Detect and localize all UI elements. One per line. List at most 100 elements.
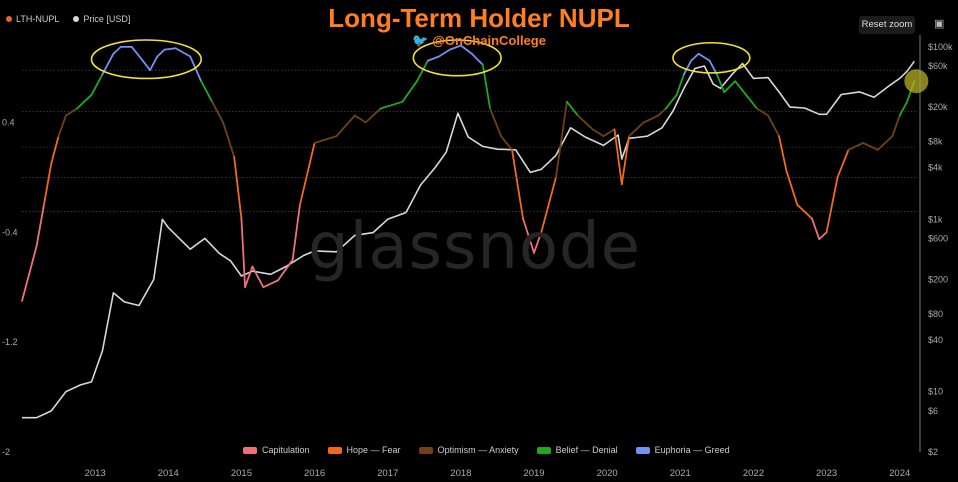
nupl-segment-62 <box>690 52 700 62</box>
nupl-segment-34 <box>379 100 404 110</box>
right-tick-label-8: $80 <box>928 309 943 319</box>
reset-zoom-button[interactable]: Reset zoom <box>859 16 915 34</box>
nupl-segment-10 <box>112 45 122 55</box>
nupl-segment-56 <box>628 121 645 138</box>
legend-label-capitulation: Capitulation <box>262 445 310 455</box>
price-legend-dot <box>73 16 80 22</box>
x-tick-label-2021: 2021 <box>670 468 691 479</box>
nupl-segment-38 <box>438 48 451 58</box>
right-tick-label-9: $40 <box>928 335 943 345</box>
nupl-segment-37 <box>427 55 440 62</box>
x-tick-label-2015: 2015 <box>231 468 252 479</box>
legend-bottom: Capitulation Hope — Fear Optimism — Anxi… <box>243 445 730 455</box>
nupl-segment-17 <box>174 47 192 58</box>
twitter-icon: 🐦 <box>412 33 429 48</box>
x-tick-label-2016: 2016 <box>304 468 325 479</box>
nupl-segment-63 <box>697 52 711 62</box>
nupl-segment-70 <box>767 114 780 138</box>
nupl-segment-71 <box>778 135 788 172</box>
nupl-segment-20 <box>211 100 225 124</box>
left-tick-label-0: 0.4 <box>2 117 15 127</box>
right-tick-label-6: $600 <box>928 233 948 243</box>
highlight-ellipse-0 <box>90 39 202 80</box>
legend-item-capitulation[interactable]: Capitulation <box>243 445 310 455</box>
x-tick-label-2013: 2013 <box>85 468 106 479</box>
left-tick-label-2: -1.2 <box>2 337 18 347</box>
legend-item-price[interactable]: Price [USD] <box>73 14 130 24</box>
right-tick-label-1: $60k <box>928 61 948 71</box>
right-tick-label-7: $200 <box>928 275 948 285</box>
nupl-segment-30 <box>313 135 338 144</box>
nupl-segment-19 <box>200 80 214 103</box>
left-tick-label-3: -2 <box>2 447 10 457</box>
right-tick-label-3: $8k <box>928 136 943 146</box>
nupl-segment-35 <box>401 80 418 103</box>
legend-item-belief-denial[interactable]: Belief — Denial <box>536 445 618 455</box>
nupl-segment-33 <box>364 107 382 124</box>
nupl-segment-78 <box>847 142 865 151</box>
highlight-ellipse-1 <box>412 39 502 77</box>
euphoria-greed-swatch <box>635 446 650 454</box>
legend-top: LTH-NUPL Price [USD] <box>6 14 130 24</box>
x-tick-label-2017: 2017 <box>377 468 398 479</box>
optimism-anxiety-swatch <box>418 446 433 454</box>
x-tick-label-2014: 2014 <box>158 468 179 479</box>
nupl-segment-45 <box>511 148 524 220</box>
nupl-segment-14 <box>149 55 159 72</box>
nupl-segment-27 <box>277 258 294 282</box>
legend-label-euphoria-greed: Euphoria — Greed <box>654 445 730 455</box>
nupl-segment-12 <box>130 45 144 62</box>
nupl-segment-65 <box>715 73 726 94</box>
nupl-segment-29 <box>299 142 316 206</box>
nupl-segment-72 <box>785 169 799 206</box>
nupl-segment-5 <box>57 114 67 138</box>
current-marker <box>904 69 929 94</box>
nupl-segment-32 <box>353 114 367 124</box>
price-series <box>22 60 915 419</box>
x-tick-label-2019: 2019 <box>523 468 544 479</box>
nupl-segment-39 <box>448 44 462 51</box>
nupl-segment-64 <box>708 59 718 76</box>
nupl-segment-59 <box>664 94 678 110</box>
nupl-segment-46 <box>522 217 535 254</box>
axes: 2013 2014 2015 2016 2017 2018 2019 2020 2021 2022… <box>2 35 953 479</box>
nupl-segment-28 <box>291 203 301 261</box>
nupl-segment-69 <box>756 107 769 117</box>
nupl-segment-2 <box>35 203 45 247</box>
right-tick-label-2: $20k <box>928 102 948 112</box>
nupl-segment-77 <box>836 148 850 179</box>
nupl-segment-8 <box>90 73 104 96</box>
nupl-segment-51 <box>576 114 594 131</box>
nupl-segment-47 <box>533 231 543 254</box>
nupl-segment-4 <box>50 135 60 165</box>
nupl-segment-48 <box>540 176 557 234</box>
legend-item-optimism-anxiety[interactable]: Optimism — Anxiety <box>418 445 519 455</box>
nupl-segment-80 <box>876 135 894 151</box>
nupl-segment-1 <box>28 245 38 275</box>
legend-label-nupl: LTH-NUPL <box>16 14 60 24</box>
nupl-segment-15 <box>156 48 166 58</box>
nupl-segment-0 <box>21 272 31 302</box>
legend-item-hope-fear[interactable]: Hope — Fear <box>327 445 401 455</box>
camera-icon[interactable]: ▣ <box>934 18 945 30</box>
nupl-segment-73 <box>796 203 813 220</box>
nupl-segment-58 <box>657 107 667 117</box>
handle-text: @OnChainCollege <box>432 33 546 48</box>
nupl-segment-13 <box>141 59 151 72</box>
x-tick-label-2018: 2018 <box>450 468 471 479</box>
nupl-segment-49 <box>555 100 568 179</box>
right-tick-label-4: $4k <box>928 162 943 172</box>
nupl-segment-36 <box>416 59 429 83</box>
legend-item-nupl[interactable]: LTH-NUPL <box>6 14 59 24</box>
legend-label-price: Price [USD] <box>83 14 131 24</box>
nupl-segment-41 <box>470 52 484 66</box>
right-tick-label-12: $2 <box>928 447 938 457</box>
nupl-segment-43 <box>489 107 502 138</box>
legend-label-optimism-anxiety: Optimism — Anxiety <box>437 445 519 455</box>
nupl-segment-25 <box>251 265 265 289</box>
nupl-segment-68 <box>745 94 758 110</box>
hope-fear-swatch <box>327 446 342 454</box>
nupl-segment-55 <box>620 135 630 186</box>
legend-item-euphoria-greed[interactable]: Euphoria — Greed <box>635 445 730 455</box>
